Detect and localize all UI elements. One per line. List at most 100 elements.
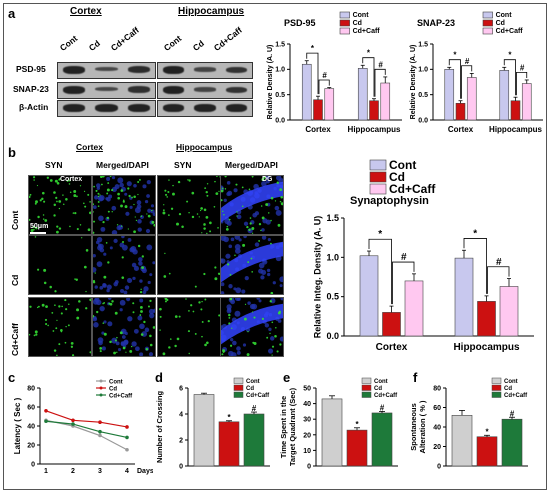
syn-puncta	[279, 200, 282, 203]
syn-puncta	[65, 198, 68, 201]
dapi-nucleus	[126, 181, 132, 187]
legend-swatch	[233, 384, 244, 391]
dapi-nucleus	[109, 246, 113, 250]
dapi-nucleus	[115, 341, 120, 346]
dentate-gyrus-layer	[221, 181, 283, 223]
data-point	[125, 425, 129, 429]
dapi-nucleus	[117, 348, 122, 352]
legend-swatch	[491, 384, 502, 391]
bar-cd	[477, 301, 496, 337]
syn-puncta	[35, 200, 38, 204]
dapi-nucleus	[221, 325, 224, 330]
syn-puncta	[218, 190, 220, 193]
dapi-nucleus	[254, 242, 260, 247]
chart-latency: 0 20 40 60 80 1 2 3 4 Days Latency ( Sec ) ContCdCd…	[13, 379, 153, 475]
blot-band	[95, 67, 118, 72]
syn-puncta	[122, 346, 126, 350]
syn-puncta	[33, 179, 35, 181]
significance-mark: #	[510, 409, 515, 418]
bar-cd	[510, 100, 521, 121]
y-tick-label: 1.0	[275, 67, 285, 74]
significance-mark: *	[453, 51, 457, 60]
legend-swatch	[361, 377, 372, 384]
micrograph-tile	[220, 297, 284, 357]
dapi-nucleus	[119, 299, 126, 306]
syn-puncta	[29, 305, 32, 308]
data-point	[125, 447, 129, 452]
dapi-nucleus	[233, 287, 237, 291]
y-tick-label: 0.0	[326, 331, 339, 341]
syn-puncta	[224, 188, 227, 190]
dapi-nucleus	[264, 323, 270, 328]
syn-puncta	[198, 301, 201, 304]
dapi-nucleus	[100, 226, 106, 232]
syn-puncta	[89, 211, 91, 215]
significance-bracket	[392, 261, 415, 305]
dapi-nucleus	[274, 205, 280, 211]
significance-bracket	[461, 65, 473, 99]
dapi-nucleus	[95, 240, 100, 245]
syn-puncta	[73, 194, 77, 198]
bar-cont	[359, 255, 379, 337]
blot-band	[63, 86, 86, 94]
syn-puncta	[235, 183, 238, 186]
legend-swatch	[339, 11, 350, 19]
syn-puncta	[56, 354, 58, 356]
significance-mark: #	[322, 71, 327, 80]
syn-puncta	[53, 214, 56, 217]
syn-puncta	[199, 209, 202, 212]
syn-puncta	[84, 205, 87, 208]
syn-puncta	[229, 298, 233, 301]
syn-puncta	[229, 273, 232, 276]
syn-puncta	[93, 315, 95, 318]
syn-puncta	[99, 350, 102, 353]
dapi-nucleus	[234, 244, 241, 250]
dapi-nucleus	[103, 252, 107, 256]
syn-puncta	[29, 218, 31, 221]
syn-puncta	[45, 305, 48, 309]
syn-puncta	[133, 195, 136, 198]
data-point	[44, 419, 48, 424]
dapi-nucleus	[111, 205, 117, 211]
syn-puncta	[131, 345, 133, 348]
dapi-nucleus	[142, 290, 147, 294]
panel-label-c: c	[8, 370, 16, 385]
syn-puncta	[37, 268, 40, 271]
x-tick-label: 2	[71, 468, 75, 475]
syn-puncta	[56, 181, 60, 185]
row-label-psd95: PSD-95	[16, 64, 46, 74]
y-tick-label: 30	[303, 417, 311, 424]
syn-puncta	[181, 225, 184, 228]
blot-band	[95, 104, 118, 112]
dapi-nucleus	[233, 188, 238, 193]
syn-puncta	[100, 176, 103, 179]
dapi-nucleus	[127, 316, 133, 322]
dapi-nucleus	[249, 303, 256, 310]
syn-puncta	[143, 320, 146, 324]
bar-cont	[451, 414, 473, 467]
syn-puncta	[83, 190, 86, 192]
dapi-nucleus	[146, 194, 150, 198]
bar-cd-caff	[501, 418, 523, 467]
dapi-nucleus	[111, 176, 116, 180]
syn-puncta	[42, 214, 45, 216]
row-label-snap23: SNAP-23	[13, 84, 49, 94]
dapi-nucleus	[261, 228, 265, 232]
syn-puncta	[270, 196, 274, 200]
syn-puncta	[101, 183, 103, 186]
syn-puncta	[166, 298, 169, 301]
syn-puncta	[174, 344, 177, 348]
syn-puncta	[196, 213, 199, 215]
micro-row-cd: Cd	[10, 274, 20, 286]
syn-puncta	[275, 327, 277, 329]
syn-puncta	[219, 176, 220, 178]
syn-puncta	[229, 344, 233, 347]
dapi-nucleus	[234, 248, 241, 254]
syn-puncta	[222, 210, 224, 213]
legend-label: Cd+Caff	[389, 182, 436, 196]
syn-puncta	[145, 348, 149, 351]
syn-puncta	[226, 263, 230, 266]
syn-puncta	[205, 190, 208, 194]
syn-puncta	[29, 333, 31, 336]
legend-label: Cont	[109, 380, 123, 386]
